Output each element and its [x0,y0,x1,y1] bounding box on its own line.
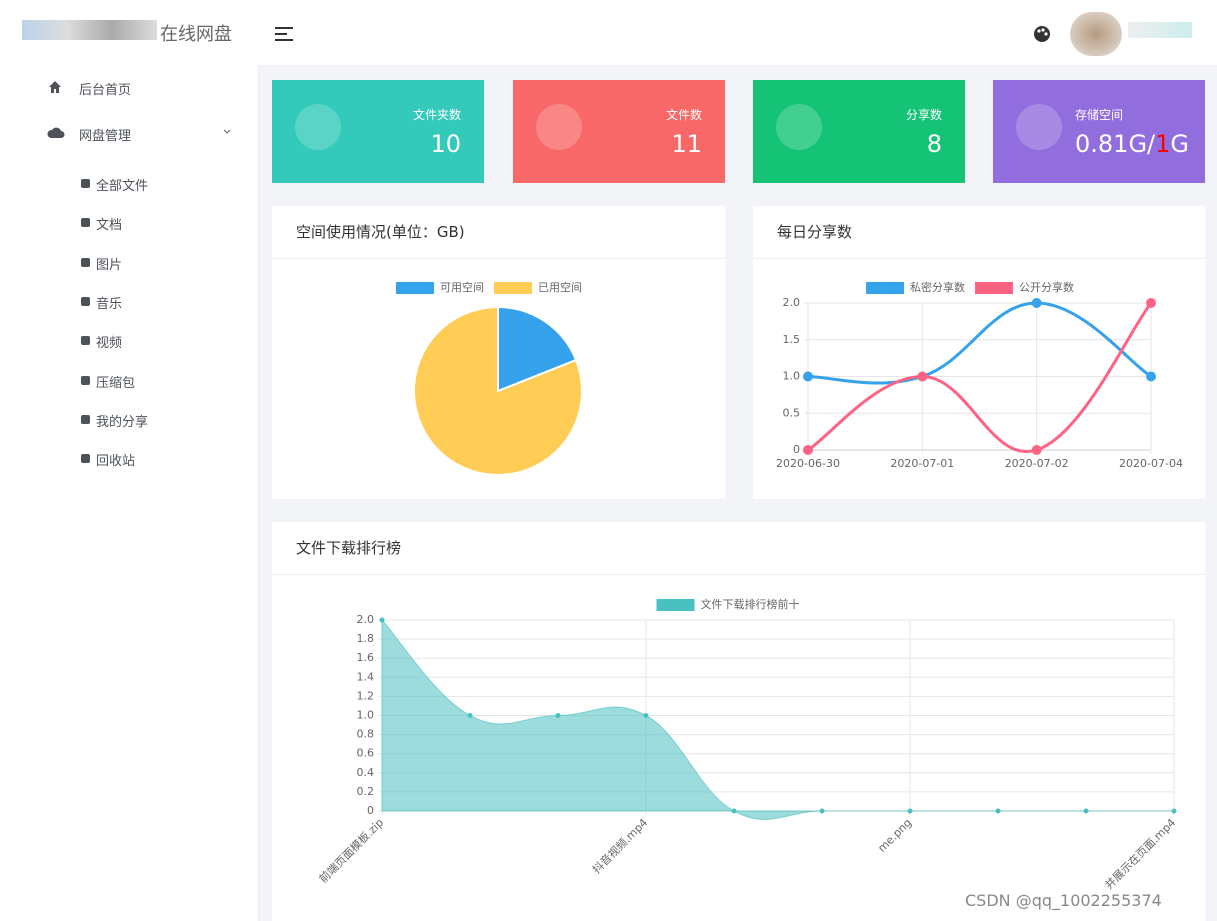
submenu-icon [81,218,90,228]
card-icon [536,104,582,150]
chevron [223,129,231,134]
card-label: 存储空间 [1075,108,1124,122]
storage-total: 1 [1155,130,1171,158]
panel: 每日分享数 [753,206,1205,499]
panel-title: 每日分享数 [753,206,1205,259]
card-icon [1016,104,1062,150]
panel: 文件下载排行榜 [272,522,1205,921]
logo-blur [22,20,157,40]
submenu-item[interactable]: 我的分享 [96,414,149,430]
username-blur [1128,22,1192,38]
stat-card: 文件数 11 [513,80,725,183]
card-value: 11 [671,130,702,158]
submenu-item[interactable]: 回收站 [96,454,136,470]
submenu-item[interactable]: 视频 [96,336,123,352]
menu-item[interactable]: 后台首页 [79,83,132,98]
submenu-item[interactable]: 压缩包 [96,375,136,391]
storage-unit: G [1170,130,1190,158]
sidebar: 在线网盘 后台首页 网盘管理 全部文件文档图片音乐视频压缩包我的分享回收站 [0,0,259,921]
topbar [258,0,1217,65]
submenu-icon [81,257,90,267]
submenu-icon [81,179,90,188]
submenu-icon [81,336,90,346]
logo: 在线网盘 [160,24,232,45]
card-label: 文件数 [665,108,702,122]
card-icon [776,104,822,150]
panel-title: 空间使用情况(单位：GB) [272,206,725,259]
card-label: 分享数 [905,108,942,122]
submenu-item[interactable]: 图片 [96,257,123,273]
submenu-icon [81,414,90,424]
submenu-item[interactable]: 全部文件 [96,179,149,194]
menu-toggle[interactable] [275,26,295,42]
storage-sep: / [1147,130,1156,158]
submenu-icon [81,296,90,306]
panel-title: 文件下载排行榜 [272,522,1205,575]
icon-cloud [47,127,65,138]
storage-used: 0.81G [1075,130,1148,158]
stat-card: 分享数 8 [753,80,965,183]
stat-card: 文件夹数 10 [272,80,484,183]
watermark: CSDN @qq_1002255374 [965,891,1162,910]
stat-card: 存储空间 0.81G/1 G [993,80,1205,183]
submenu-icon [81,454,90,464]
card-value: 8 [926,130,942,158]
submenu-icon [81,375,90,385]
card-label: 文件夹数 [412,108,461,122]
menu-item[interactable]: 网盘管理 [79,129,132,144]
card-value: 10 [430,130,461,158]
card-value: 0.81G/1 G [1075,130,1189,158]
card-icon [295,104,341,150]
avatar[interactable] [1070,12,1122,56]
submenu-item[interactable]: 音乐 [96,296,123,312]
panel: 空间使用情况(单位：GB) [272,206,725,499]
submenu-item[interactable]: 文档 [96,218,123,234]
theme-icon[interactable] [1033,25,1051,43]
icon-home [49,81,61,93]
